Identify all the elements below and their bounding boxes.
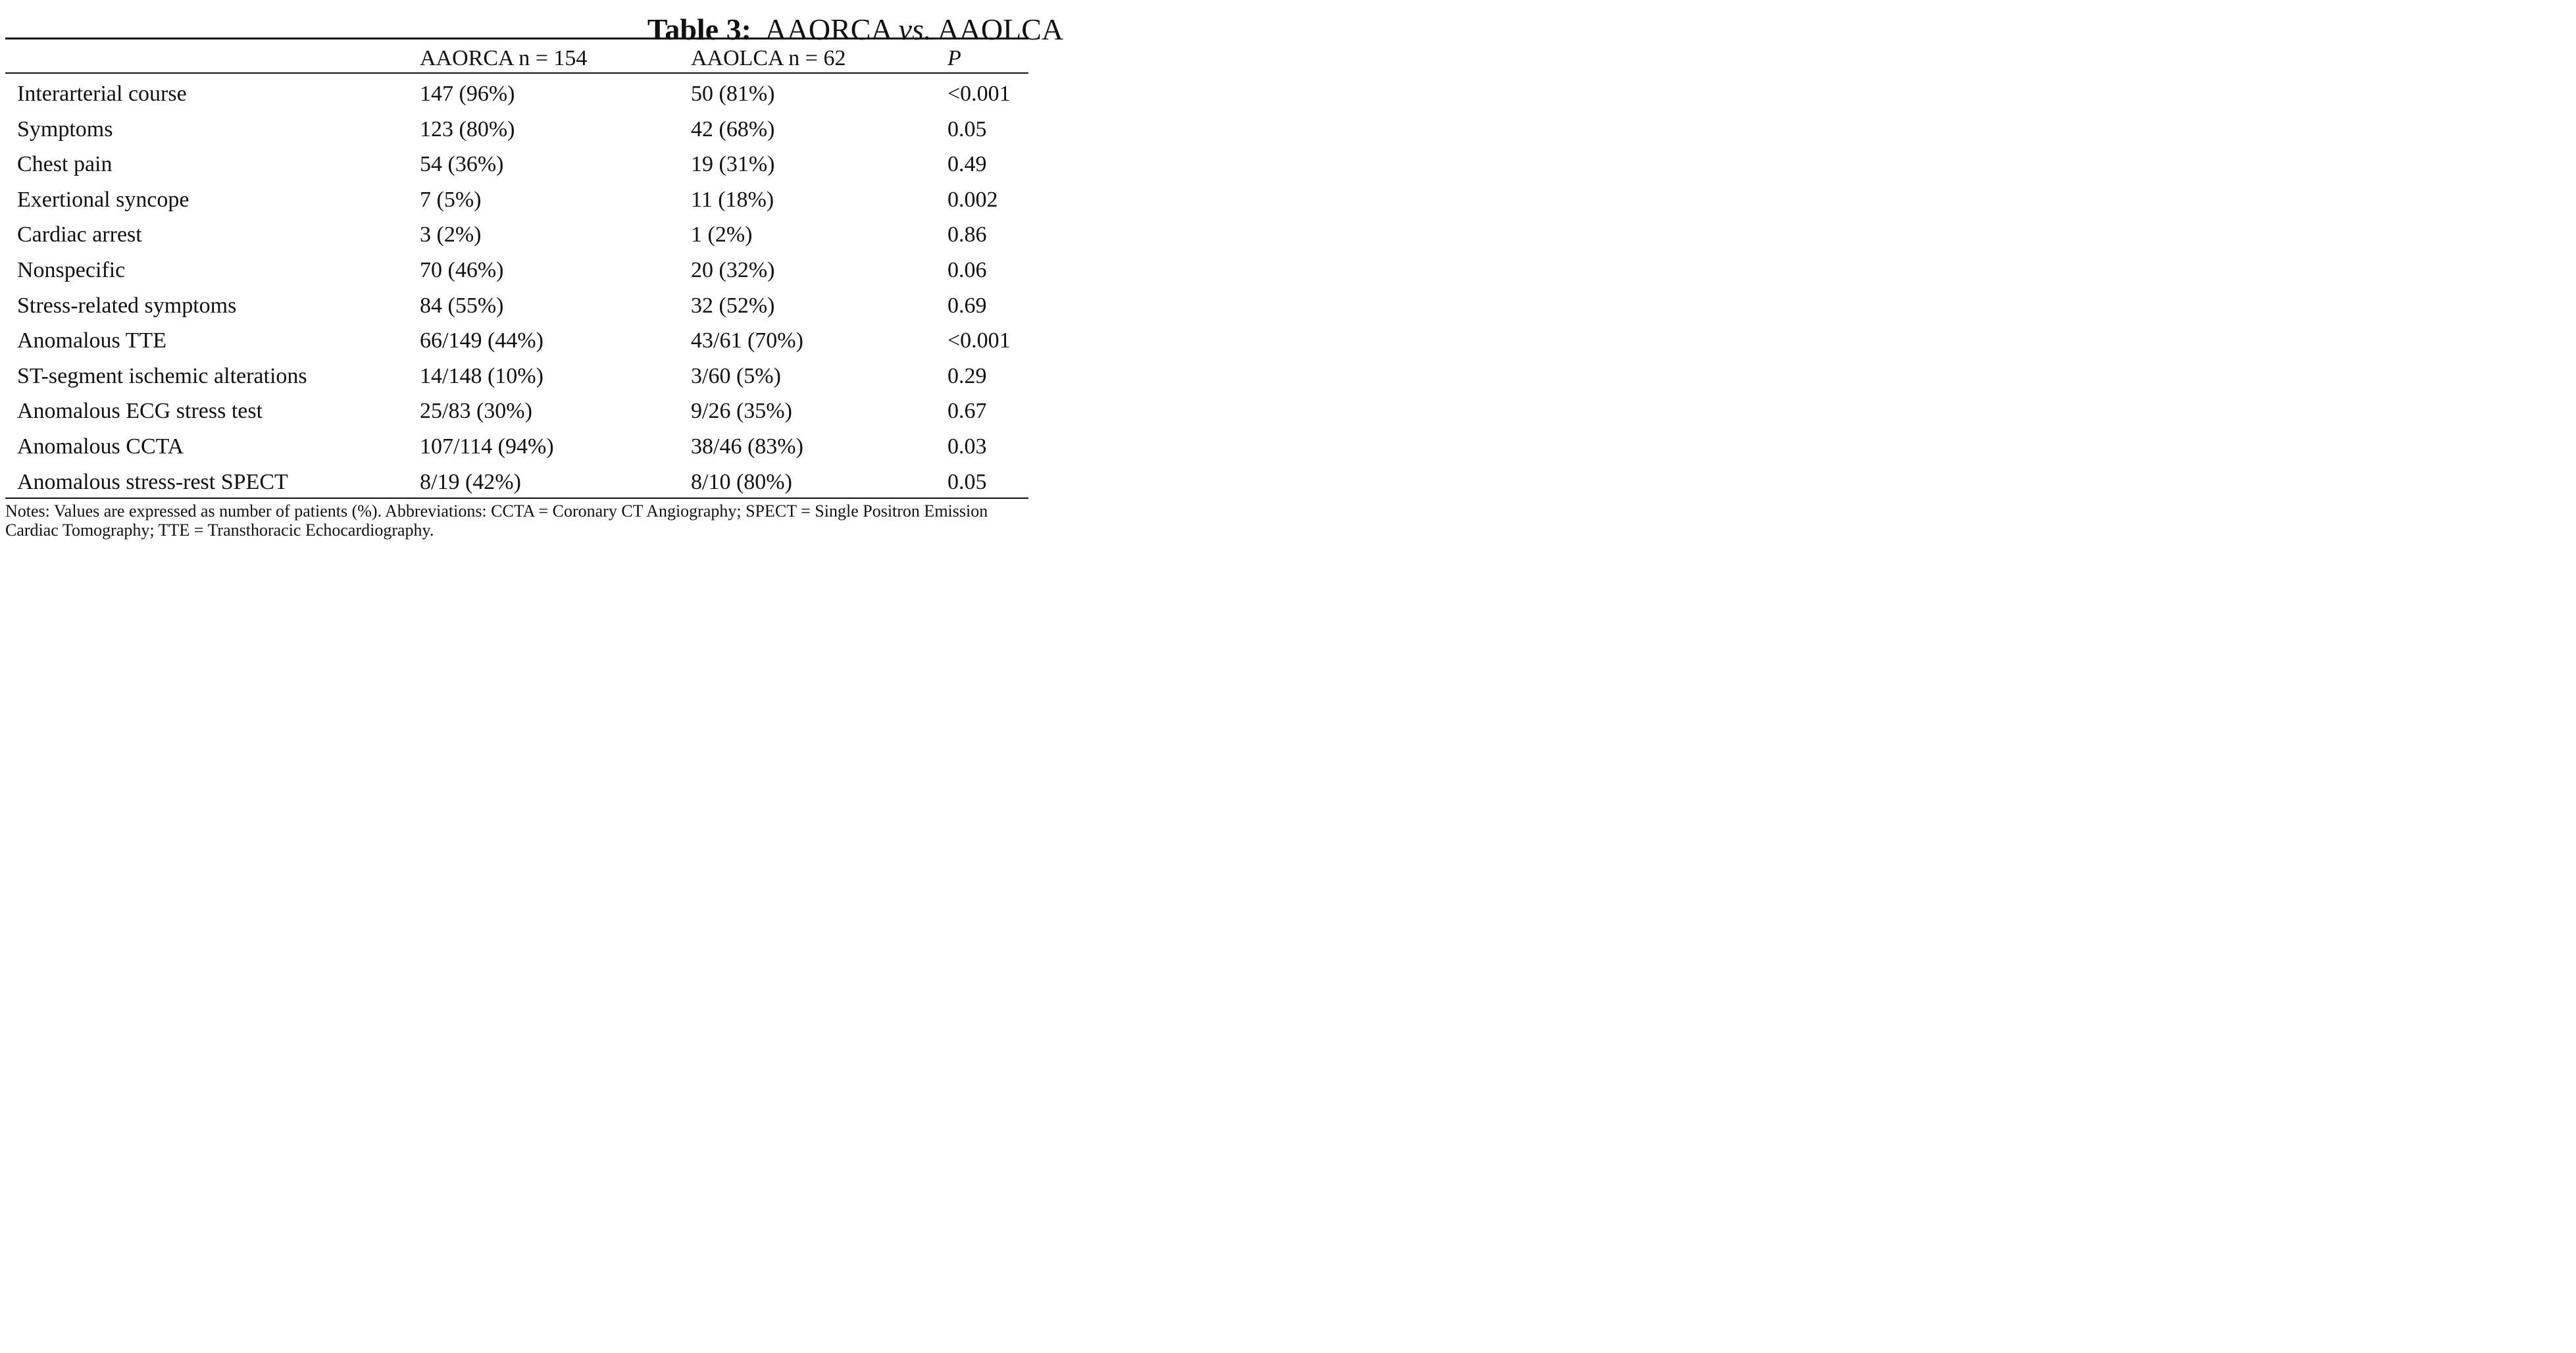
aaorca-value: 70 (46%) — [420, 258, 504, 282]
aaolca-value: 38/46 (83%) — [691, 434, 803, 459]
p-value: 0.29 — [947, 363, 987, 388]
row-label: Symptoms — [17, 116, 113, 141]
table-row: Anomalous ECG stress test 25/83 (30%) 9/… — [0, 394, 1033, 429]
row-label: ST-segment ischemic alterations — [17, 363, 307, 388]
p-value: 0.002 — [947, 187, 998, 212]
table-number: Table 3: — [647, 13, 751, 46]
aaolca-value: 3/60 (5%) — [691, 363, 781, 388]
header-aaorca: AAORCA n = 154 — [420, 46, 588, 70]
p-value: 0.86 — [947, 222, 987, 247]
table-row: Interarterial course 147 (96%) 50 (81%) … — [0, 76, 1033, 112]
caption-vs: vs. — [898, 13, 932, 46]
table-row: Anomalous TTE 66/149 (44%) 43/61 (70%) <… — [0, 323, 1033, 359]
aaorca-value: 14/148 (10%) — [420, 363, 543, 388]
table-row: Anomalous CCTA 107/114 (94%) 38/46 (83%)… — [0, 429, 1033, 465]
aaolca-value: 1 (2%) — [691, 222, 753, 247]
row-label: Stress-related symptoms — [17, 293, 237, 318]
row-label: Interarterial course — [17, 82, 187, 106]
row-label: Anomalous TTE — [17, 328, 166, 353]
table-header: AAORCA n = 154 AAOLCA n = 62 P — [0, 42, 1033, 75]
aaorca-value: 66/149 (44%) — [420, 328, 543, 353]
table-caption: Table 3: AAORCA vs. AAOLCA — [0, 0, 1711, 59]
table-row: Stress-related symptoms 84 (55%) 32 (52%… — [0, 288, 1033, 324]
aaolca-value: 8/10 (80%) — [691, 469, 792, 494]
p-value: 0.05 — [947, 469, 987, 494]
table-row: Chest pain 54 (36%) 19 (31%) 0.49 — [0, 147, 1033, 182]
aaorca-value: 84 (55%) — [420, 293, 504, 318]
header-aaolca: AAOLCA n = 62 — [691, 46, 846, 70]
p-value: 0.67 — [947, 399, 987, 424]
aaolca-value: 50 (81%) — [691, 82, 775, 106]
aaolca-value: 43/61 (70%) — [691, 328, 803, 353]
caption-group-a: AAORCA — [765, 13, 892, 46]
table-notes: Notes: Values are expressed as number of… — [5, 501, 988, 540]
row-label: Nonspecific — [17, 258, 126, 282]
table-row: Nonspecific 70 (46%) 20 (32%) 0.06 — [0, 253, 1033, 288]
aaorca-value: 147 (96%) — [420, 82, 515, 106]
aaorca-value: 25/83 (30%) — [420, 399, 532, 424]
aaorca-value: 107/114 (94%) — [420, 434, 554, 459]
row-label: Anomalous stress-rest SPECT — [17, 469, 288, 494]
aaolca-value: 19 (31%) — [691, 152, 775, 177]
row-label: Anomalous CCTA — [17, 434, 184, 459]
aaorca-value: 123 (80%) — [420, 116, 515, 141]
p-value: 0.06 — [947, 258, 987, 282]
caption-group-b: AAOLCA — [937, 13, 1064, 46]
p-value: <0.001 — [947, 328, 1011, 353]
aaolca-value: 42 (68%) — [691, 116, 775, 141]
table-row: Cardiac arrest 3 (2%) 1 (2%) 0.86 — [0, 217, 1033, 253]
p-value: 0.03 — [947, 434, 987, 459]
aaorca-value: 3 (2%) — [420, 222, 482, 247]
p-value: 0.05 — [947, 116, 987, 141]
aaolca-value: 9/26 (35%) — [691, 399, 792, 424]
header-rule — [5, 72, 1028, 74]
row-label: Anomalous ECG stress test — [17, 399, 263, 424]
table-row: Symptoms 123 (80%) 42 (68%) 0.05 — [0, 112, 1033, 147]
row-label: Chest pain — [17, 152, 113, 177]
table-row: Exertional syncope 7 (5%) 11 (18%) 0.002 — [0, 182, 1033, 218]
table-row: Anomalous stress-rest SPECT 8/19 (42%) 8… — [0, 465, 1033, 500]
p-value: <0.001 — [947, 82, 1011, 106]
aaolca-value: 11 (18%) — [691, 187, 774, 212]
row-label: Exertional syncope — [17, 187, 189, 212]
aaolca-value: 32 (52%) — [691, 293, 775, 318]
p-value: 0.69 — [947, 293, 987, 318]
bottom-rule — [5, 498, 1028, 499]
aaorca-value: 54 (36%) — [420, 152, 504, 177]
aaorca-value: 7 (5%) — [420, 187, 482, 212]
top-rule — [5, 38, 1028, 39]
header-p-value: P — [947, 46, 961, 70]
table-row: ST-segment ischemic alterations 14/148 (… — [0, 359, 1033, 394]
aaorca-value: 8/19 (42%) — [420, 469, 521, 494]
row-label: Cardiac arrest — [17, 222, 142, 247]
aaolca-value: 20 (32%) — [691, 258, 775, 282]
p-value: 0.49 — [947, 152, 987, 177]
